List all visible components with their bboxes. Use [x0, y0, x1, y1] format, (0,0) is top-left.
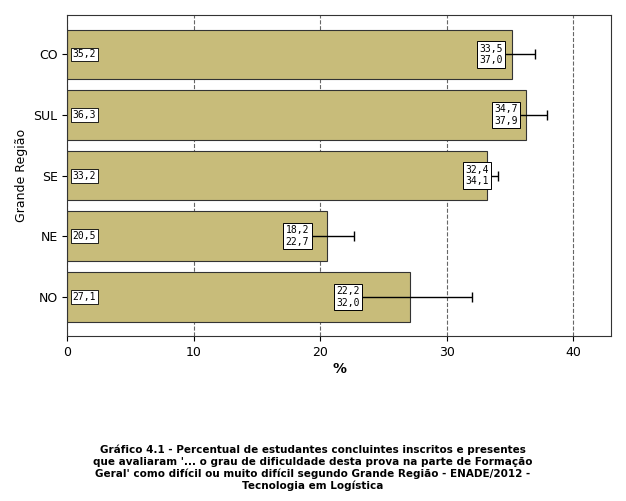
- Text: 34,7
37,9: 34,7 37,9: [495, 104, 518, 126]
- Bar: [68, 90, 526, 140]
- Text: 33,5
37,0: 33,5 37,0: [479, 44, 503, 65]
- X-axis label: %: %: [332, 362, 346, 376]
- Bar: [68, 211, 327, 261]
- Bar: [68, 151, 487, 200]
- Text: 36,3: 36,3: [73, 110, 96, 120]
- Text: 35,2: 35,2: [73, 50, 96, 60]
- Text: Gráfico 4.1 - Percentual de estudantes concluintes inscritos e presentes
que ava: Gráfico 4.1 - Percentual de estudantes c…: [93, 444, 533, 491]
- Text: 33,2: 33,2: [73, 171, 96, 181]
- Text: 27,1: 27,1: [73, 292, 96, 302]
- Text: 32,4
34,1: 32,4 34,1: [465, 165, 489, 186]
- Bar: [68, 30, 513, 79]
- Text: 20,5: 20,5: [73, 231, 96, 241]
- Text: 22,2
32,0: 22,2 32,0: [336, 286, 360, 308]
- Text: 18,2
22,7: 18,2 22,7: [285, 225, 309, 247]
- Bar: [68, 272, 410, 322]
- Y-axis label: Grande Região: Grande Região: [15, 129, 28, 222]
